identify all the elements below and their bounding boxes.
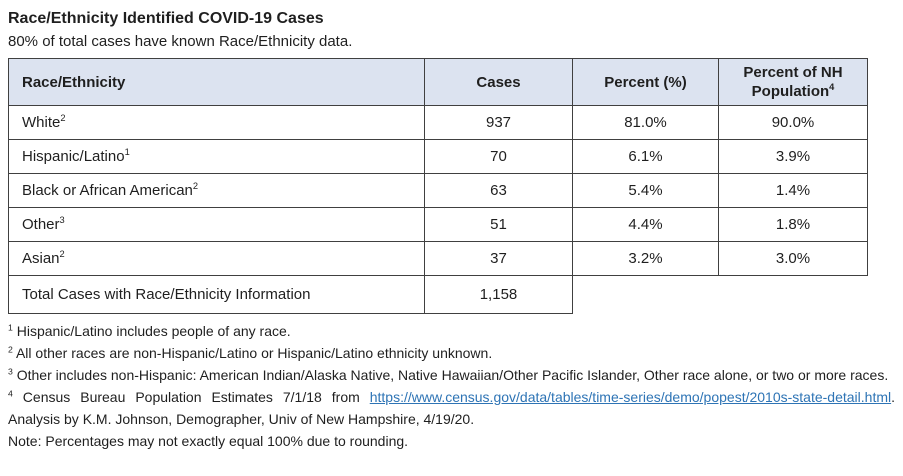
footnote-3: 3 Other includes non-Hispanic: American … bbox=[8, 366, 889, 383]
nh-population-value: 90.0% bbox=[718, 105, 868, 140]
empty-cell bbox=[573, 276, 719, 314]
column-header-cases: Cases bbox=[424, 58, 573, 106]
header-row: Race/Ethnicity Cases Percent (%) Percent… bbox=[8, 58, 868, 106]
table-row: White2 937 81.0% 90.0% bbox=[8, 105, 868, 140]
empty-cell bbox=[719, 276, 868, 314]
percent-value: 4.4% bbox=[572, 207, 719, 242]
footnote-marker: 1 bbox=[124, 147, 130, 157]
nh-population-value: 3.9% bbox=[718, 139, 868, 174]
total-cases-value: 1,158 bbox=[424, 275, 573, 314]
footnote-marker: 2 bbox=[59, 249, 65, 259]
footnote-superscript: 3 bbox=[8, 366, 13, 377]
census-link[interactable]: https://www.census.gov/data/tables/time-… bbox=[369, 389, 892, 405]
column-header-percent: Percent (%) bbox=[572, 58, 719, 106]
race-label: Black or African American2 bbox=[8, 173, 425, 208]
percent-value: 3.2% bbox=[572, 241, 719, 276]
nh-population-value: 1.8% bbox=[718, 207, 868, 242]
total-label: Total Cases with Race/Ethnicity Informat… bbox=[8, 275, 425, 314]
percent-value: 5.4% bbox=[572, 173, 719, 208]
table-row: Other3 51 4.4% 1.8% bbox=[8, 207, 868, 242]
footnote-marker: 2 bbox=[192, 181, 199, 191]
nh-population-value: 1.4% bbox=[718, 173, 868, 208]
percent-value: 6.1% bbox=[572, 139, 719, 174]
footnote-superscript: 1 bbox=[8, 322, 13, 333]
table-row: Black or African American2 63 5.4% 1.4% bbox=[8, 173, 868, 208]
race-label: Asian2 bbox=[8, 241, 425, 276]
cases-value: 937 bbox=[424, 105, 573, 140]
race-label: Other3 bbox=[8, 207, 425, 242]
footnote-4: 4 Census Bureau Population Estimates 7/1… bbox=[8, 388, 895, 427]
race-ethnicity-table: Race/Ethnicity Cases Percent (%) Percent… bbox=[8, 58, 868, 314]
nh-header-line2: Population bbox=[751, 83, 830, 100]
cases-value: 51 bbox=[424, 207, 573, 242]
table-row: Asian2 37 3.2% 3.0% bbox=[8, 241, 868, 276]
cases-value: 37 bbox=[424, 241, 573, 276]
footnote-marker: 3 bbox=[59, 215, 65, 225]
footnote-superscript: 4 bbox=[8, 388, 13, 399]
percent-value: 81.0% bbox=[572, 105, 719, 140]
document-page: Race/Ethnicity Identified COVID-19 Cases… bbox=[8, 10, 895, 452]
nh-header-line1: Percent of NH bbox=[743, 64, 843, 81]
total-row: Total Cases with Race/Ethnicity Informat… bbox=[8, 275, 868, 314]
table-row: Hispanic/Latino1 70 6.1% 3.9% bbox=[8, 139, 868, 174]
footnote-marker: 2 bbox=[60, 113, 66, 123]
race-label: Hispanic/Latino1 bbox=[8, 139, 425, 174]
page-title: Race/Ethnicity Identified COVID-19 Cases bbox=[8, 10, 324, 27]
cases-value: 70 bbox=[424, 139, 573, 174]
footnotes-section: 1 Hispanic/Latino includes people of any… bbox=[8, 320, 895, 452]
footnote-superscript: 2 bbox=[8, 344, 13, 355]
nh-population-value: 3.0% bbox=[718, 241, 868, 276]
footnote-1: 1 Hispanic/Latino includes people of any… bbox=[8, 322, 291, 339]
column-header-nh-population: Percent of NH Population4 bbox=[718, 58, 868, 106]
race-label: White2 bbox=[8, 105, 425, 140]
column-header-race-ethnicity: Race/Ethnicity bbox=[8, 58, 425, 106]
rounding-note: Note: Percentages may not exactly equal … bbox=[8, 433, 409, 449]
page-subtitle: 80% of total cases have known Race/Ethni… bbox=[8, 33, 353, 50]
nh-header-superscript: 4 bbox=[829, 82, 835, 92]
footnote-2: 2 All other races are non-Hispanic/Latin… bbox=[8, 344, 493, 361]
cases-value: 63 bbox=[424, 173, 573, 208]
